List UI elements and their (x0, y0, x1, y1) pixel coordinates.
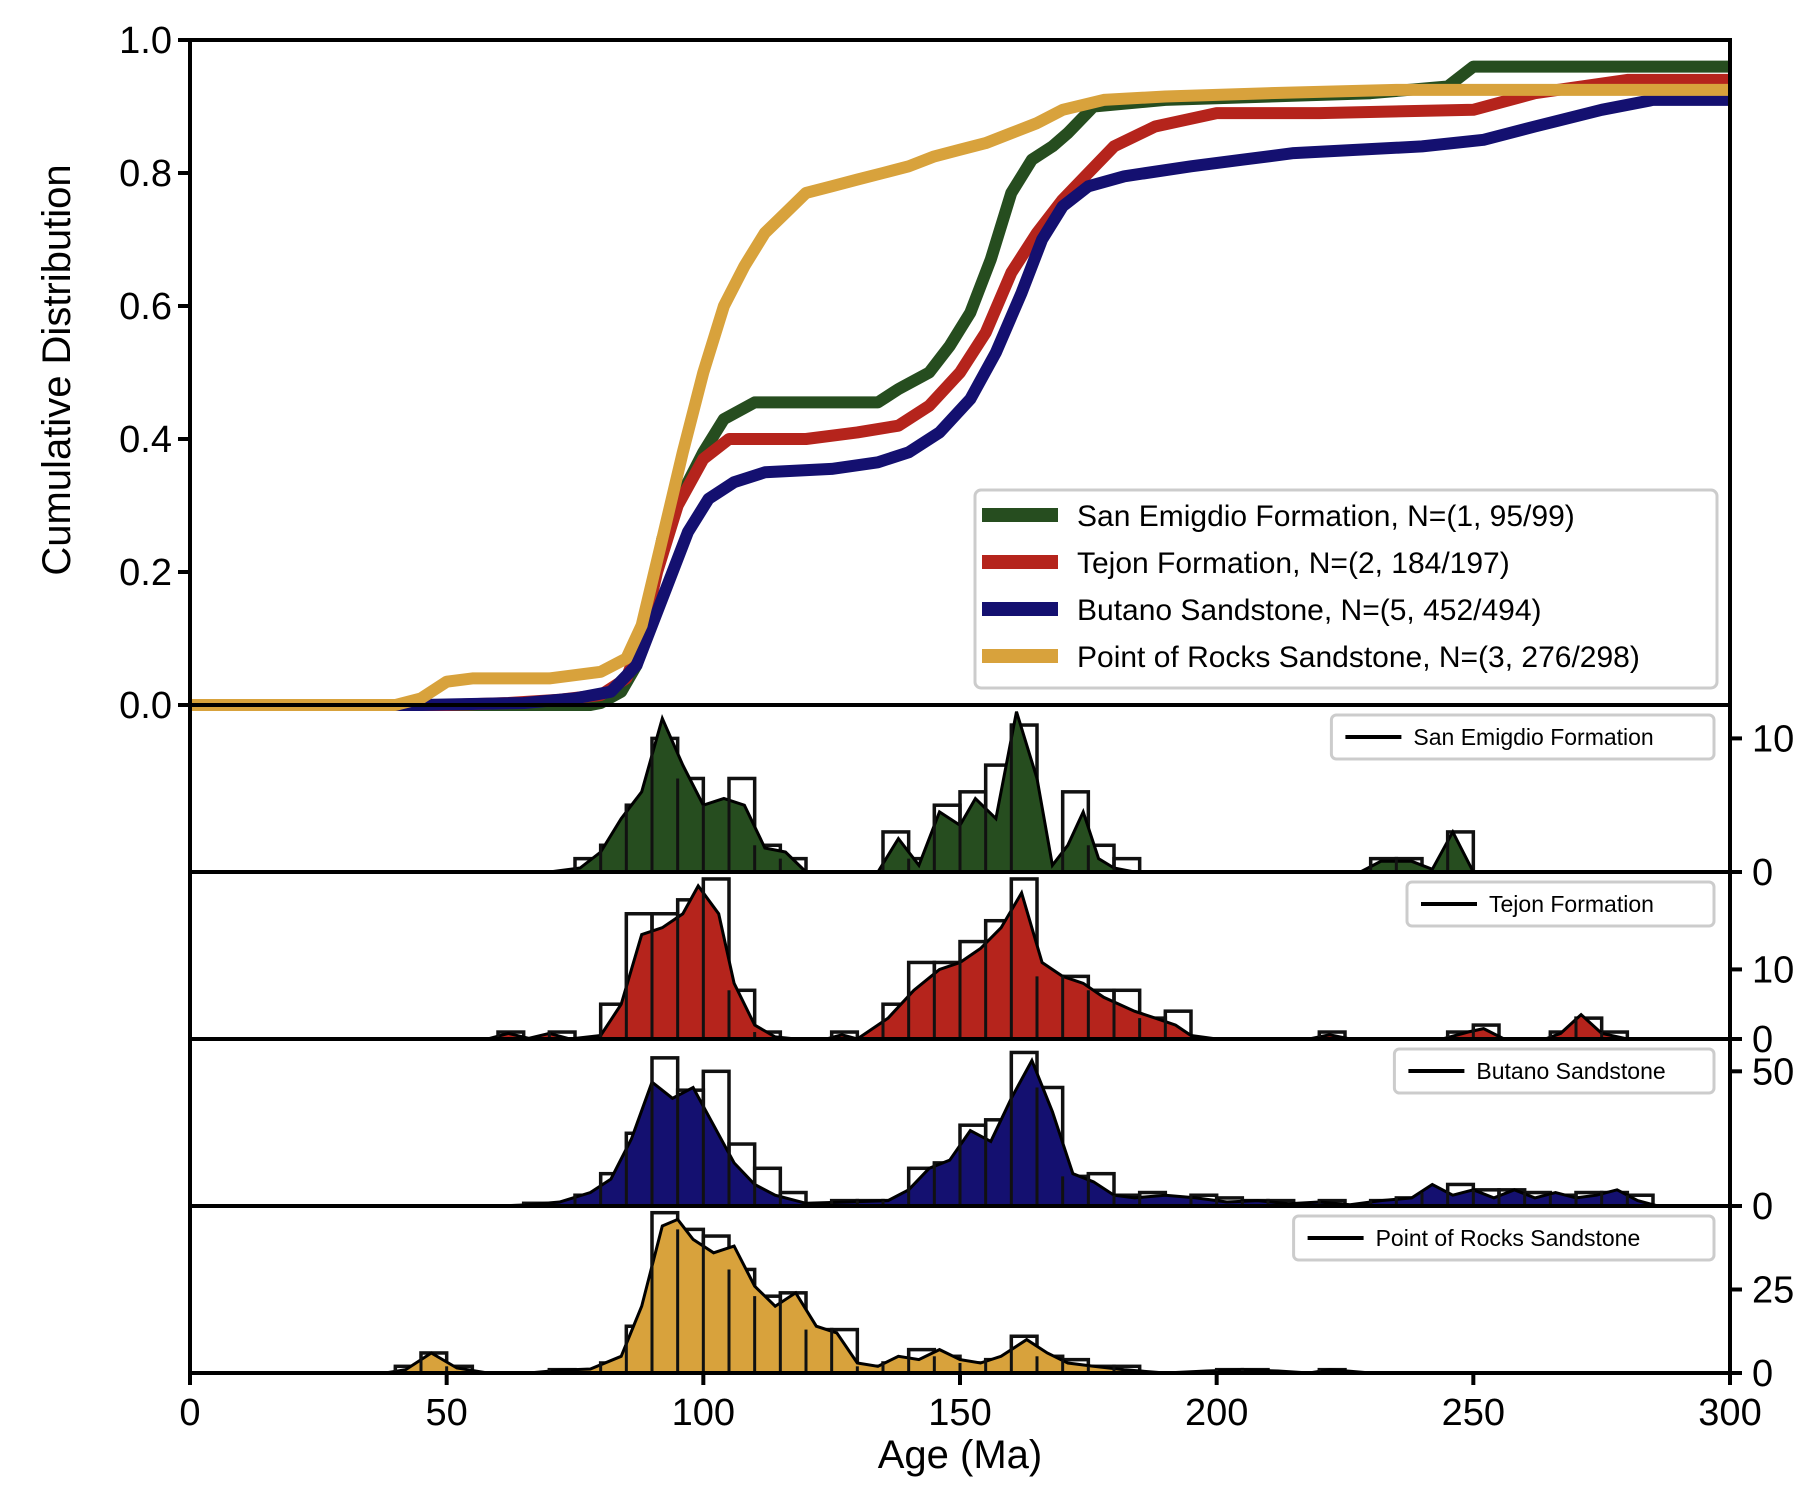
cdf-legend-label-0: San Emigdio Formation, N=(1, 95/99) (1077, 500, 1575, 533)
x-tick-label: 250 (1442, 1392, 1505, 1434)
hist-y-tick-label: 0 (1752, 1353, 1773, 1395)
x-tick-label: 300 (1698, 1392, 1761, 1434)
cdf-legend: San Emigdio Formation, N=(1, 95/99) Tejon… (973, 488, 1719, 690)
hist-legend-label: San Emigdio Formation (1413, 724, 1653, 750)
x-tick-label: 150 (928, 1392, 991, 1434)
hist-panel-1: 10 0 Tejon Formation (188, 870, 1794, 1061)
hist-legend-label: Point of Rocks Sandstone (1376, 1225, 1641, 1251)
hist-y-tick-label: 0 (1752, 1019, 1773, 1061)
hist-y-tick-label: 0 (1752, 1186, 1773, 1228)
kde-area (497, 1056, 1659, 1206)
hist-legend-box (1292, 1214, 1716, 1262)
cdf-line-series-2 (190, 93, 1730, 711)
histogram-panels: 10 0 San Emigdio Formation 10 0 Tejon Formati… (188, 703, 1794, 1395)
cdf-panel: 0.0 0.2 0.4 0.6 0.8 1.0 San Emigdio Formation,… (119, 20, 1732, 727)
hist-panel-2: 50 0 Butano Sandstone (188, 1037, 1794, 1228)
cdf-legend-label-1: Tejon Formation, N=(2, 184/197) (1077, 547, 1510, 580)
x-axis: 0 50 100 150 200 250 300 (179, 1373, 1762, 1434)
hist-y-tick-label: 10 (1752, 949, 1794, 991)
hist-panel-0: 10 0 San Emigdio Formation (188, 703, 1794, 894)
cdf-y-tick-label: 0.6 (119, 286, 172, 328)
x-tick-label: 100 (672, 1392, 735, 1434)
cdf-y-tick-label: 0.4 (119, 419, 172, 461)
x-tick-label: 50 (426, 1392, 468, 1434)
cdf-y-tick-label: 1.0 (119, 20, 172, 62)
cdf-line-series-3 (190, 83, 1730, 711)
cdf-legend-label-3: Point of Rocks Sandstone, N=(3, 276/298) (1077, 641, 1640, 674)
cdf-y-tick-label: 0.0 (119, 685, 172, 727)
hist-legend-label: Tejon Formation (1489, 891, 1654, 917)
hist-legend-box (1329, 713, 1716, 761)
kde-area (487, 883, 1628, 1039)
hist-y-tick-label: 50 (1752, 1051, 1794, 1093)
hist-y-tick-label: 10 (1752, 718, 1794, 760)
hist-y-tick-label: 25 (1752, 1270, 1794, 1312)
hist-legend-label: Butano Sandstone (1476, 1058, 1665, 1084)
cdf-legend-box (973, 488, 1719, 690)
cdf-y-tick-label: 0.2 (119, 552, 172, 594)
kde-area (384, 1217, 1371, 1373)
x-axis-label: Age (Ma) (878, 1433, 1043, 1477)
hist-legend-box (1392, 1047, 1716, 1095)
x-tick-label: 0 (179, 1392, 200, 1434)
hist-legend-box (1405, 880, 1716, 928)
cdf-y-tick-label: 0.8 (119, 153, 172, 195)
hist-y-tick-label: 0 (1752, 852, 1773, 894)
x-tick-label: 200 (1185, 1392, 1248, 1434)
cdf-legend-label-2: Butano Sandstone, N=(5, 452/494) (1077, 594, 1542, 627)
hist-panel-3: 25 0 Point of Rocks Sandstone (188, 1204, 1794, 1395)
y-axis-label: Cumulative Distribution (35, 164, 79, 575)
